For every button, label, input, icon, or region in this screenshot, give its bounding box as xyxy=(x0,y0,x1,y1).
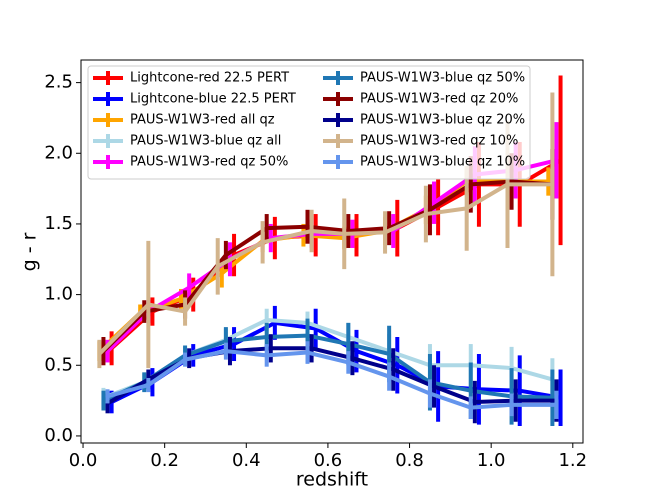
y-tick-label: 1.0 xyxy=(44,284,73,305)
x-tick-label: 0.4 xyxy=(232,450,261,471)
y-axis-label: g - r xyxy=(19,232,41,271)
legend-label: PAUS-W1W3-red qz 50% xyxy=(130,155,288,170)
legend-label: PAUS-W1W3-red qz 10% xyxy=(360,134,518,149)
x-tick-label: 0.6 xyxy=(314,450,343,471)
legend-label: PAUS-W1W3-red all qz xyxy=(130,113,275,128)
legend-label: Lightcone-red 22.5 PERT xyxy=(130,71,289,86)
y-tick-label: 0.0 xyxy=(44,425,73,446)
series-line xyxy=(97,179,549,353)
plot-frame xyxy=(80,59,584,444)
legend-label: PAUS-W1W3-blue qz 20% xyxy=(360,113,525,128)
x-tick-label: 1.0 xyxy=(477,450,506,471)
series-line xyxy=(102,179,553,353)
y-tick-label: 0.5 xyxy=(44,354,73,375)
y-tick-label: 2.0 xyxy=(44,142,73,163)
series xyxy=(105,341,559,419)
series-line xyxy=(102,333,553,403)
x-tick-label: 1.2 xyxy=(558,450,587,471)
series-line xyxy=(106,158,557,353)
legend-label: PAUS-W1W3-blue qz all xyxy=(130,134,281,149)
legend-label: PAUS-W1W3-blue qz 50% xyxy=(360,71,525,86)
series-line xyxy=(110,158,562,350)
x-tick-label: 0.2 xyxy=(150,450,179,471)
series xyxy=(105,334,559,424)
x-tick-label: 0.8 xyxy=(395,450,424,471)
y-tick-label: 2.5 xyxy=(44,72,73,93)
x-tick-label: 0.0 xyxy=(69,450,98,471)
legend-box xyxy=(87,65,531,180)
y-tick-label: 1.5 xyxy=(44,213,73,234)
series-line xyxy=(106,349,557,410)
x-axis-label: redshift xyxy=(296,469,368,491)
series xyxy=(101,149,555,366)
series-line xyxy=(97,182,553,356)
legend-label: PAUS-W1W3-blue qz 10% xyxy=(360,155,525,170)
legend-label: PAUS-W1W3-red qz 20% xyxy=(360,92,518,107)
legend-label: Lightcone-blue 22.5 PERT xyxy=(130,92,296,107)
